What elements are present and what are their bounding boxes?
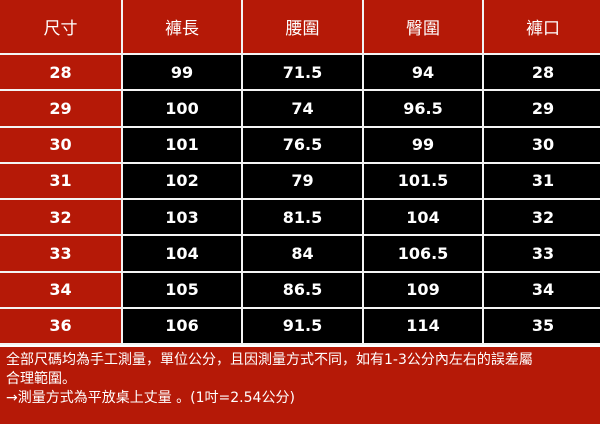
table-cell: 79 (243, 163, 362, 198)
table-cell: 32 (484, 200, 600, 235)
column-header: 褲口 (484, 0, 600, 53)
table-cell: 34 (484, 272, 600, 307)
size-notes: 全部尺碼均為手工測量，單位公分，且因測量方式不同，如有1-3公分內左右的誤差屬 … (0, 347, 600, 424)
table-cell: 33 (484, 236, 600, 271)
table-cell: 30 (484, 127, 600, 162)
table-cell: 74 (243, 91, 362, 126)
size-cell: 30 (0, 127, 121, 162)
size-cell: 28 (0, 55, 121, 90)
size-cell: 33 (0, 236, 121, 271)
table-cell: 104 (364, 200, 482, 235)
table-cell: 84 (243, 236, 362, 271)
table-cell: 71.5 (243, 55, 362, 90)
size-cell: 34 (0, 272, 121, 307)
table-cell: 105 (123, 272, 241, 307)
size-chart-table: 尺寸 褲長 腰圍 臀圍 褲口 28 99 71.5 94 28 29 100 74 96.5 29 30 101… (0, 0, 600, 345)
table-cell: 99 (364, 127, 482, 162)
column-header: 尺寸 (0, 0, 121, 53)
table-cell: 109 (364, 272, 482, 307)
note-line-2: 合理範圍。 (6, 371, 76, 387)
column-header: 褲長 (123, 0, 241, 53)
table-cell: 29 (484, 91, 600, 126)
size-cell: 36 (0, 308, 121, 343)
size-cell: 31 (0, 163, 121, 198)
table-cell: 99 (123, 55, 241, 90)
column-header: 臀圍 (364, 0, 482, 53)
table-cell: 94 (364, 55, 482, 90)
table-cell: 31 (484, 163, 600, 198)
table-cell: 91.5 (243, 308, 362, 343)
note-line-1: 全部尺碼均為手工測量，單位公分，且因測量方式不同，如有1-3公分內左右的誤差屬 (6, 352, 533, 368)
table-cell: 102 (123, 163, 241, 198)
table-cell: 96.5 (364, 91, 482, 126)
column-header: 腰圍 (243, 0, 362, 53)
table-cell: 101 (123, 127, 241, 162)
table-cell: 35 (484, 308, 600, 343)
table-cell: 100 (123, 91, 241, 126)
note-line-3: →測量方式為平放桌上丈量 。(1吋=2.54公分) (6, 390, 295, 406)
table-cell: 106 (123, 308, 241, 343)
table-cell: 103 (123, 200, 241, 235)
table-cell: 106.5 (364, 236, 482, 271)
table-cell: 81.5 (243, 200, 362, 235)
table-cell: 104 (123, 236, 241, 271)
size-cell: 29 (0, 91, 121, 126)
table-cell: 86.5 (243, 272, 362, 307)
table-cell: 114 (364, 308, 482, 343)
table-cell: 28 (484, 55, 600, 90)
table-cell: 101.5 (364, 163, 482, 198)
table-cell: 76.5 (243, 127, 362, 162)
size-cell: 32 (0, 200, 121, 235)
